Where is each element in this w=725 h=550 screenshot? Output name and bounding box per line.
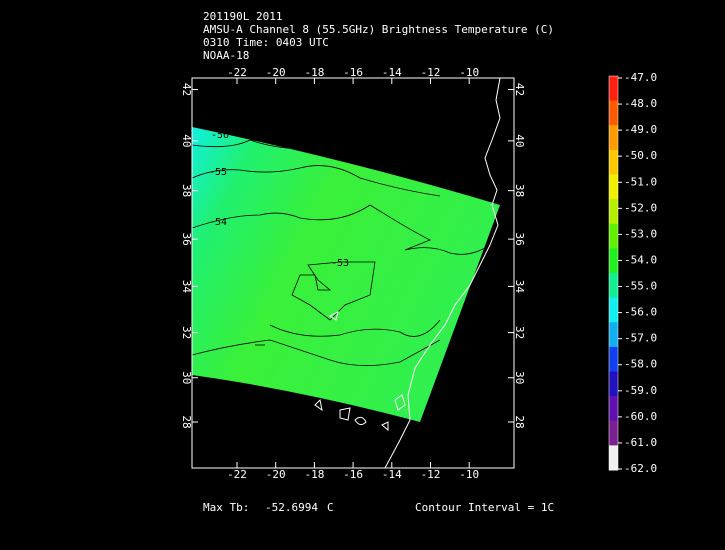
lat-label-left: 32 [180, 326, 193, 339]
lat-label-right: 38 [513, 184, 526, 197]
lat-label-right: 36 [513, 233, 526, 246]
lat-label-left: 40 [180, 134, 193, 147]
lon-label-bottom: -20 [266, 468, 286, 481]
lon-label-bottom: -22 [227, 468, 247, 481]
header-line: 0310 Time: 0403 UTC [203, 36, 329, 49]
contour-label: -54 [209, 217, 227, 228]
footer: Max Tb: -52.6994 C Contour Interval = 1C [203, 501, 554, 514]
lon-label-top: -12 [421, 66, 441, 79]
colorbar-cell [609, 76, 618, 102]
colorbar-frame [608, 75, 619, 471]
header-line: AMSU-A Channel 8 (55.5GHz) Brightness Te… [203, 23, 554, 36]
colorbar-label: -57.0 [624, 332, 657, 345]
lat-label-right: 42 [513, 83, 526, 96]
lon-label-bottom: -10 [459, 468, 479, 481]
lat-label-right: 32 [513, 326, 526, 339]
colorbar-cell [609, 420, 618, 446]
colorbar-label: -54.0 [624, 253, 657, 266]
contour-label: -56 [211, 130, 229, 141]
colorbar-label: -62.0 [624, 462, 657, 475]
lon-label-top: -22 [227, 66, 247, 79]
map: -22 -22 -20 -20 -18 -18 -16 -16 -14 -14 -12 -12 -10 -… [180, 66, 526, 481]
lon-label-top: -14 [382, 66, 402, 79]
contour-label: -55 [209, 167, 227, 178]
max-value: -52.6994 [265, 501, 318, 514]
colorbar-label: -58.0 [624, 358, 657, 371]
header-line: NOAA-18 [203, 49, 249, 62]
colorbar-cell [609, 223, 618, 249]
contours [191, 139, 491, 366]
swath [192, 127, 500, 422]
lat-label-left: 38 [180, 184, 193, 197]
colorbar-cell [609, 149, 618, 175]
lat-label-left: 28 [180, 415, 193, 428]
colorbar-label: -50.0 [624, 149, 657, 162]
lat-label-left: 34 [180, 280, 193, 294]
max-unit: C [327, 501, 334, 514]
lon-label-bottom: -14 [382, 468, 402, 481]
colorbar-label: -51.0 [624, 175, 657, 188]
colorbar-label: -53.0 [624, 227, 657, 240]
colorbar-cell [609, 322, 618, 348]
colorbar-cell [609, 100, 618, 126]
max-label: Max Tb: [203, 501, 249, 514]
lat-label-right: 30 [513, 371, 526, 384]
lat-label-right: 40 [513, 134, 526, 147]
header-line: 201190L 2011 [203, 10, 282, 23]
lon-label-bottom: -18 [304, 468, 324, 481]
colorbar-label: -47.0 [624, 71, 657, 84]
colorbar-label: -48.0 [624, 97, 657, 110]
lat-label-left: 30 [180, 371, 193, 384]
coastline [314, 77, 501, 469]
colorbar-cell [609, 174, 618, 200]
lon-label-top: -20 [266, 66, 286, 79]
colorbar-cell [609, 125, 618, 151]
lat-label-right: 28 [513, 415, 526, 428]
colorbar-label: -60.0 [624, 410, 657, 423]
lat-label-right: 34 [513, 280, 526, 294]
colorbar-label: -56.0 [624, 306, 657, 319]
contour-label: -53 [331, 258, 349, 269]
lat-label-left: 42 [180, 83, 193, 96]
colorbar-cell [609, 248, 618, 274]
colorbar-label: -59.0 [624, 384, 657, 397]
colorbar-cell [609, 371, 618, 397]
colorbar: -47.0 -48.0 -49.0 -50.0 -51.0 -52.0 -53.0 -54.0… [608, 71, 657, 475]
colorbar-label: -61.0 [624, 436, 657, 449]
colorbar-label: -55.0 [624, 280, 657, 293]
colorbar-label: -52.0 [624, 201, 657, 214]
lon-label-top: -18 [304, 66, 324, 79]
lon-label-bottom: -16 [343, 468, 363, 481]
colorbar-cell [609, 273, 618, 299]
lon-label-top: -10 [459, 66, 479, 79]
lat-label-left: 36 [180, 233, 193, 246]
colorbar-cell [609, 445, 618, 471]
colorbar-cell [609, 297, 618, 323]
colorbar-cell [609, 346, 618, 372]
lon-label-bottom: -12 [421, 468, 441, 481]
colorbar-label: -49.0 [624, 123, 657, 136]
contour-interval: Contour Interval = 1C [415, 501, 554, 514]
colorbar-cell [609, 396, 618, 422]
lon-label-top: -16 [343, 66, 363, 79]
colorbar-cell [609, 199, 618, 225]
